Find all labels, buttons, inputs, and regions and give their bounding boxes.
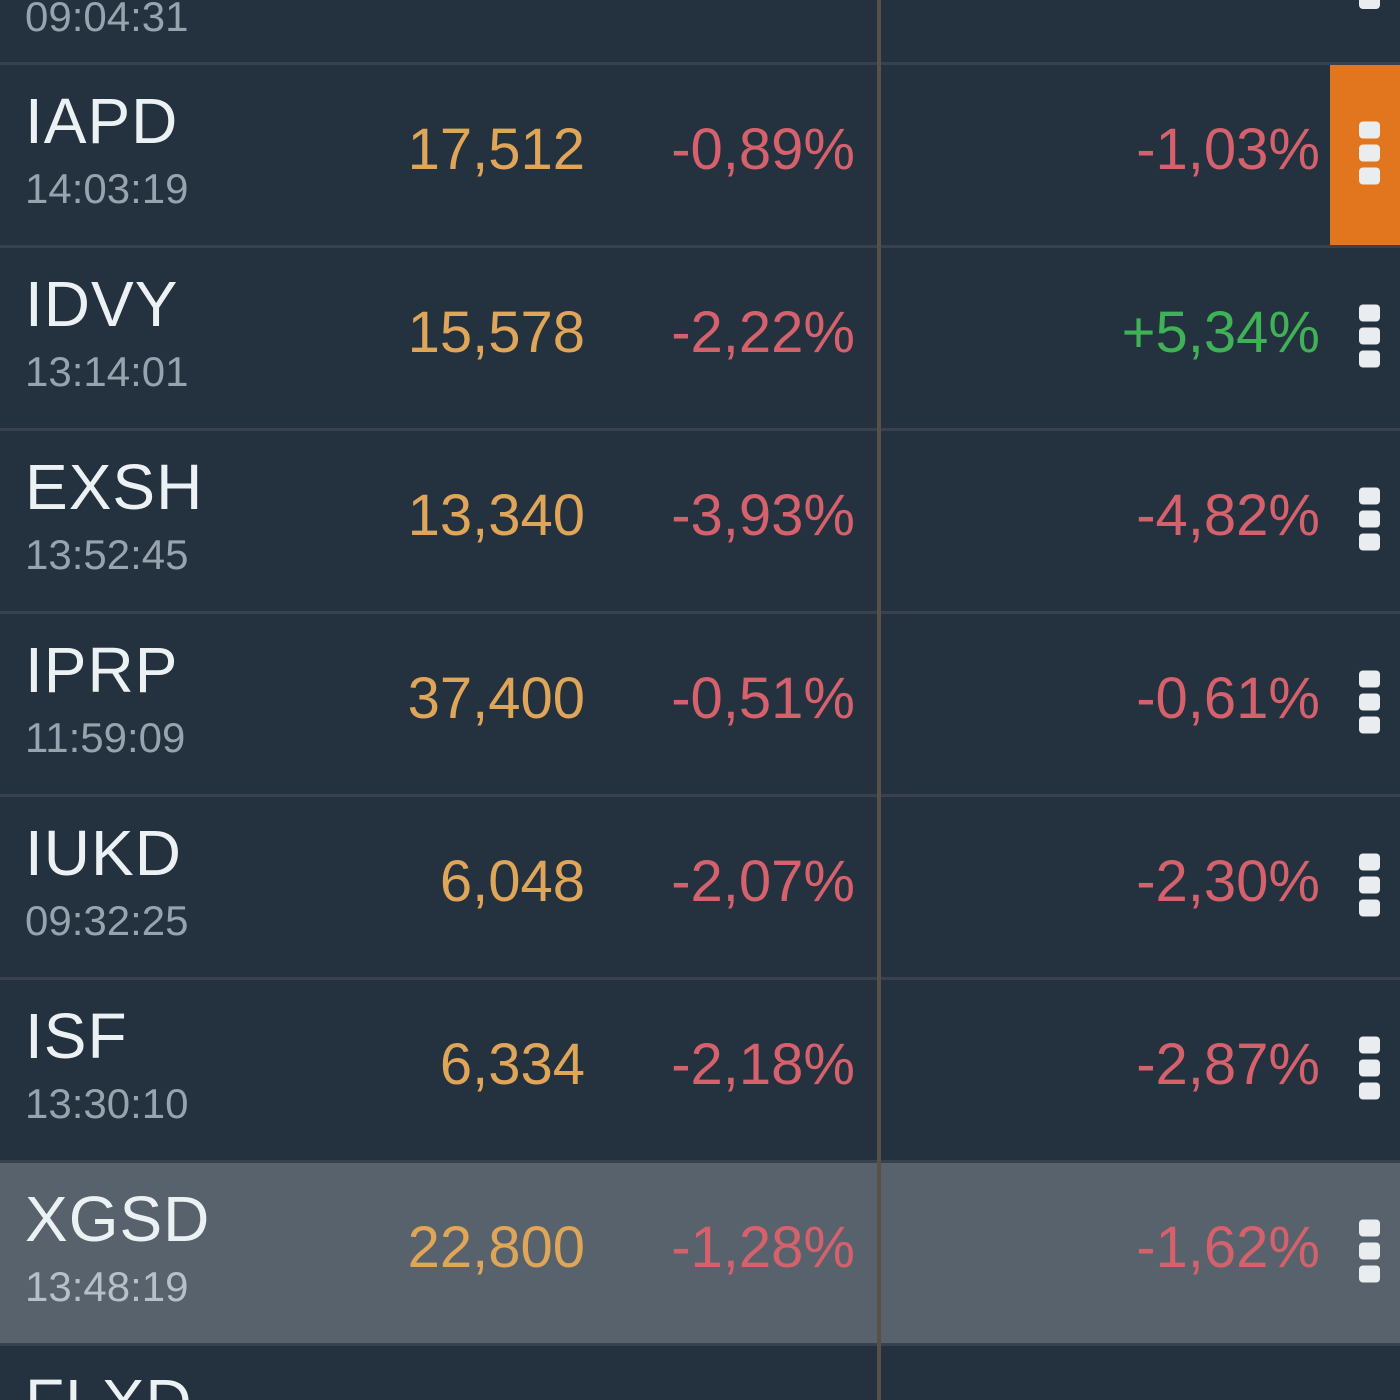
row-menu-button[interactable] [1359, 487, 1380, 551]
price-value: 15,578 [407, 300, 585, 365]
change-percent-1: -3,93% [671, 483, 855, 548]
change-percent-1: -0,89% [671, 117, 855, 182]
quote-time: 13:30:10 [25, 1080, 189, 1127]
ticker-symbol: IPRP [25, 634, 179, 706]
menu-dot-icon [1359, 876, 1380, 894]
quote-time: 11:59:09 [25, 714, 186, 761]
ticker-symbol: IDVY [25, 268, 179, 340]
quote-time: 13:14:01 [25, 348, 189, 395]
menu-dot-icon [1359, 121, 1380, 139]
row-menu-button[interactable] [1359, 304, 1380, 368]
change-percent-2: -0,61% [1136, 666, 1320, 731]
row-menu-button[interactable] [1359, 1219, 1380, 1283]
watchlist-row-partial-top[interactable]: 09:04:31 [0, 0, 1400, 62]
row-menu-button[interactable] [1359, 1036, 1380, 1100]
menu-dot-icon [1359, 853, 1380, 871]
change-percent-2: +5,34% [1121, 300, 1320, 365]
change-percent-1: -2,18% [671, 1032, 855, 1097]
menu-dot-icon [1359, 1082, 1380, 1100]
menu-dot-icon [1359, 693, 1380, 711]
watchlist-row-isf[interactable]: ISF 13:30:10 6,334 -2,18% -2,87% [0, 977, 1400, 1160]
ticker-symbol: FLXD [25, 1370, 193, 1400]
ticker-symbol: IUKD [25, 817, 182, 889]
menu-dot-fragment-icon [1359, 0, 1380, 9]
watchlist-row-iukd[interactable]: IUKD 09:32:25 6,048 -2,07% -2,30% [0, 794, 1400, 977]
watchlist-row-xgsd-selected[interactable]: XGSD 13:48:19 22,800 -1,28% -1,62% [0, 1160, 1400, 1343]
price-value: 6,048 [439, 849, 585, 914]
menu-dot-icon [1359, 1265, 1380, 1283]
price-value: 13,340 [407, 483, 585, 548]
watchlist-row-iapd[interactable]: IAPD 14:03:19 17,512 -0,89% -1,03% [0, 62, 1400, 245]
ticker-symbol: XGSD [25, 1183, 211, 1255]
price-value: 6,334 [439, 1032, 585, 1097]
menu-dot-icon [1359, 304, 1380, 322]
menu-dot-icon [1359, 533, 1380, 551]
menu-dot-icon [1359, 167, 1380, 185]
change-percent-2: -4,82% [1136, 483, 1320, 548]
menu-dot-icon [1359, 1242, 1380, 1260]
row-menu-button[interactable] [1359, 670, 1380, 734]
quote-time: 13:52:45 [25, 531, 189, 578]
watchlist-row-idvy[interactable]: IDVY 13:14:01 15,578 -2,22% +5,34% [0, 245, 1400, 428]
quote-time: 14:03:19 [25, 165, 189, 212]
watchlist-row-exsh[interactable]: EXSH 13:52:45 13,340 -3,93% -4,82% [0, 428, 1400, 611]
quote-time: 09:04:31 [25, 0, 189, 40]
menu-dot-icon [1359, 144, 1380, 162]
menu-dot-icon [1359, 1219, 1380, 1237]
ticker-symbol: IAPD [25, 85, 179, 157]
row-menu-button[interactable] [1359, 121, 1380, 185]
menu-dot-icon [1359, 716, 1380, 734]
change-percent-1: -1,28% [671, 1215, 855, 1280]
price-value: 37,400 [407, 666, 585, 731]
quote-time: 13:48:19 [25, 1263, 189, 1310]
column-divider-line [877, 0, 881, 1400]
watchlist-row-iprp[interactable]: IPRP 11:59:09 37,400 -0,51% -0,61% [0, 611, 1400, 794]
change-percent-2: -1,62% [1136, 1215, 1320, 1280]
ticker-symbol: ISF [25, 1000, 128, 1072]
change-percent-2: -2,30% [1136, 849, 1320, 914]
ticker-symbol: EXSH [25, 451, 204, 523]
menu-dot-icon [1359, 1036, 1380, 1054]
change-percent-1: -0,51% [671, 666, 855, 731]
menu-dot-icon [1359, 327, 1380, 345]
change-percent-2: -2,87% [1136, 1032, 1320, 1097]
menu-dot-icon [1359, 670, 1380, 688]
quote-time: 09:32:25 [25, 897, 189, 944]
menu-dot-icon [1359, 510, 1380, 528]
row-menu-button[interactable] [1359, 853, 1380, 917]
menu-dot-icon [1359, 899, 1380, 917]
change-percent-1: -2,22% [671, 300, 855, 365]
price-value: 17,512 [407, 117, 585, 182]
menu-dot-icon [1359, 350, 1380, 368]
menu-dot-icon [1359, 487, 1380, 505]
price-value: 22,800 [407, 1215, 585, 1280]
change-percent-1: -2,07% [671, 849, 855, 914]
change-percent-2: -1,03% [1136, 117, 1320, 182]
watchlist-row-flxd[interactable]: FLXD [0, 1343, 1400, 1400]
menu-dot-icon [1359, 1059, 1380, 1077]
